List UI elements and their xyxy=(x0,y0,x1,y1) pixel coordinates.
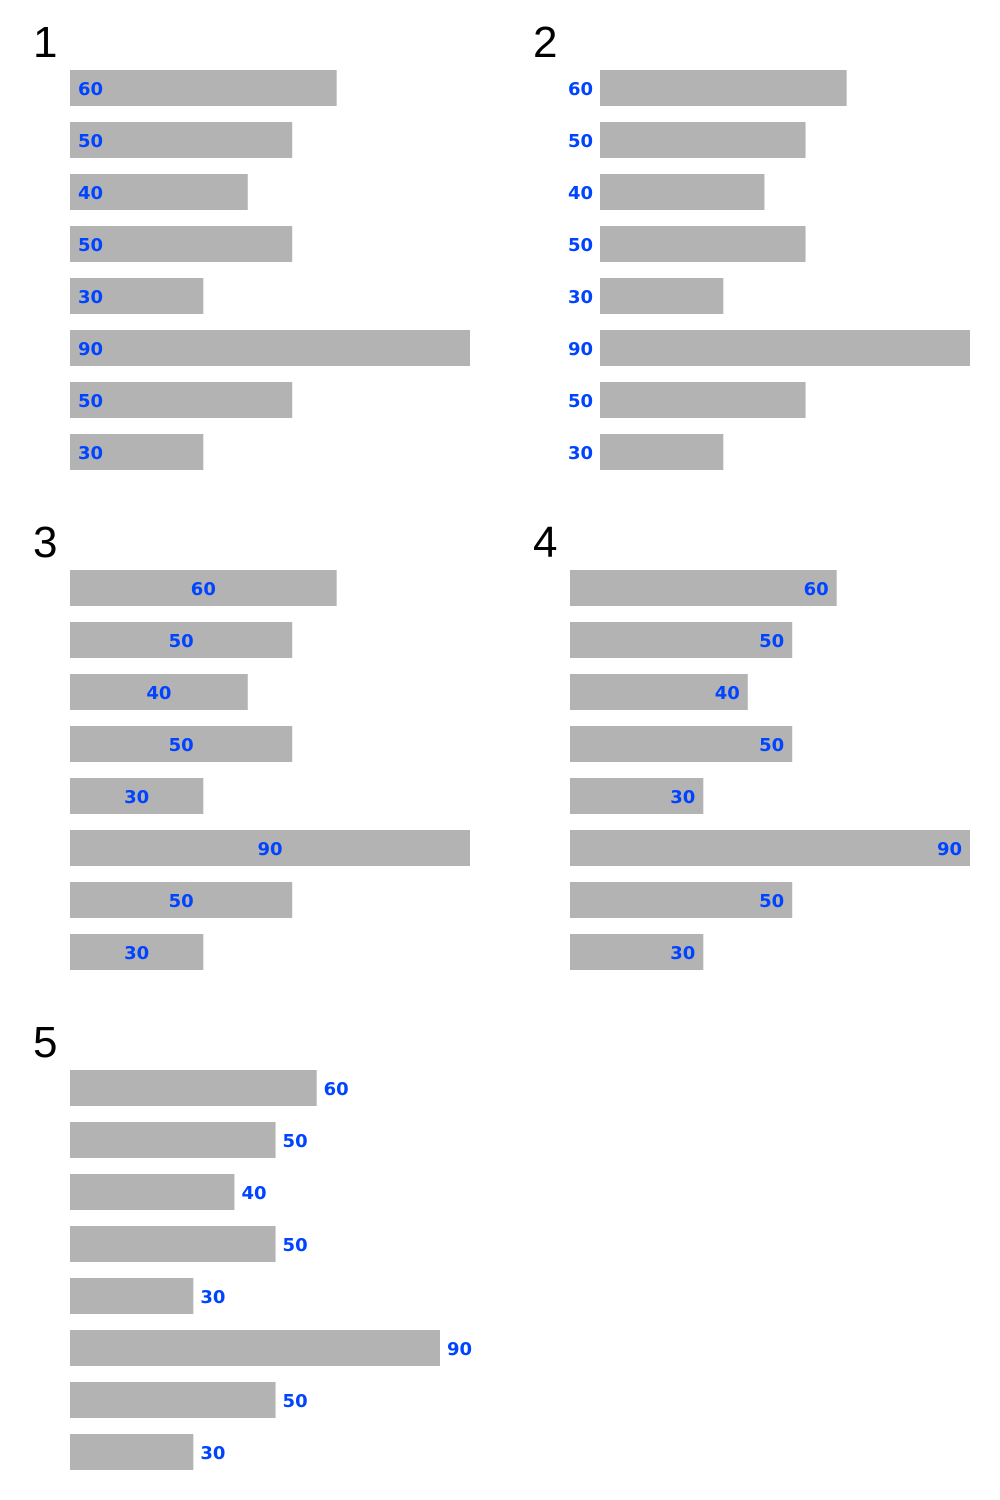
bar xyxy=(70,674,248,710)
data-label: 50 xyxy=(78,131,103,152)
data-label: 40 xyxy=(78,183,103,204)
chart-1: 1 60 50 40 50 30 90 50 30 xyxy=(33,18,470,470)
data-label: 50 xyxy=(169,735,194,756)
data-label: 50 xyxy=(568,235,593,256)
bar xyxy=(570,778,704,814)
chart-5: 5 60 50 40 50 30 90 50 30 xyxy=(33,1018,472,1470)
bar xyxy=(70,434,204,470)
data-label: 50 xyxy=(759,735,784,756)
bar xyxy=(570,570,837,606)
bar xyxy=(70,1434,194,1470)
data-label: 30 xyxy=(568,443,593,464)
bar xyxy=(600,122,806,158)
bar xyxy=(70,330,470,366)
bar xyxy=(70,226,293,262)
data-label: 50 xyxy=(78,235,103,256)
data-label: 50 xyxy=(759,891,784,912)
data-label: 40 xyxy=(146,683,171,704)
data-label: 30 xyxy=(78,287,103,308)
bar xyxy=(70,122,293,158)
data-label: 50 xyxy=(283,1235,308,1256)
bar xyxy=(70,1226,276,1262)
data-label: 30 xyxy=(200,1443,225,1464)
bar xyxy=(570,934,704,970)
bar xyxy=(70,278,204,314)
bar xyxy=(600,434,724,470)
data-label: 90 xyxy=(568,339,593,360)
bar xyxy=(570,622,793,658)
bar xyxy=(70,830,470,866)
bar xyxy=(70,1382,276,1418)
bar xyxy=(70,1330,440,1366)
bar xyxy=(70,934,204,970)
chart-title: 2 xyxy=(533,18,557,67)
data-label: 50 xyxy=(283,1391,308,1412)
data-label: 40 xyxy=(241,1183,266,1204)
chart-title: 4 xyxy=(533,518,557,567)
data-label: 60 xyxy=(78,79,103,100)
bar xyxy=(570,726,793,762)
data-label: 50 xyxy=(568,131,593,152)
data-label: 50 xyxy=(759,631,784,652)
bar xyxy=(600,70,847,106)
bar xyxy=(70,1174,235,1210)
chart-2: 2 60 50 40 50 30 90 50 30 xyxy=(533,18,970,470)
bar xyxy=(70,174,248,210)
data-label: 50 xyxy=(283,1131,308,1152)
chart-title: 1 xyxy=(33,18,57,67)
data-label: 50 xyxy=(568,391,593,412)
data-label: 30 xyxy=(200,1287,225,1308)
bar xyxy=(70,1070,317,1106)
data-label: 40 xyxy=(568,183,593,204)
data-label: 60 xyxy=(804,579,829,600)
data-label: 60 xyxy=(324,1079,349,1100)
bar xyxy=(70,70,337,106)
data-label: 90 xyxy=(937,839,962,860)
data-label: 30 xyxy=(670,943,695,964)
data-label: 40 xyxy=(715,683,740,704)
data-label: 90 xyxy=(447,1339,472,1360)
bar xyxy=(600,174,765,210)
bar xyxy=(600,382,806,418)
bar xyxy=(570,674,748,710)
data-label: 60 xyxy=(191,579,216,600)
data-label: 60 xyxy=(568,79,593,100)
data-label: 30 xyxy=(124,943,149,964)
data-label: 50 xyxy=(169,891,194,912)
data-label: 30 xyxy=(670,787,695,808)
data-label: 90 xyxy=(257,839,282,860)
bar xyxy=(70,1278,194,1314)
data-label: 50 xyxy=(169,631,194,652)
chart-title: 3 xyxy=(33,518,57,567)
bar xyxy=(70,622,293,658)
chart-3: 3 60 50 40 50 30 90 50 30 xyxy=(33,518,470,970)
bar xyxy=(570,830,970,866)
bar xyxy=(70,1122,276,1158)
bar xyxy=(70,882,293,918)
data-label: 30 xyxy=(78,443,103,464)
bar xyxy=(70,726,293,762)
data-label: 90 xyxy=(78,339,103,360)
bar xyxy=(70,382,293,418)
chart-title: 5 xyxy=(33,1018,57,1067)
bar xyxy=(600,226,806,262)
bar xyxy=(70,778,204,814)
bar xyxy=(570,882,793,918)
chart-4: 4 60 50 40 50 30 90 50 30 xyxy=(533,518,970,970)
data-label: 30 xyxy=(124,787,149,808)
data-label: 50 xyxy=(78,391,103,412)
bar xyxy=(70,570,337,606)
data-label: 30 xyxy=(568,287,593,308)
bar xyxy=(600,330,970,366)
bar xyxy=(600,278,724,314)
